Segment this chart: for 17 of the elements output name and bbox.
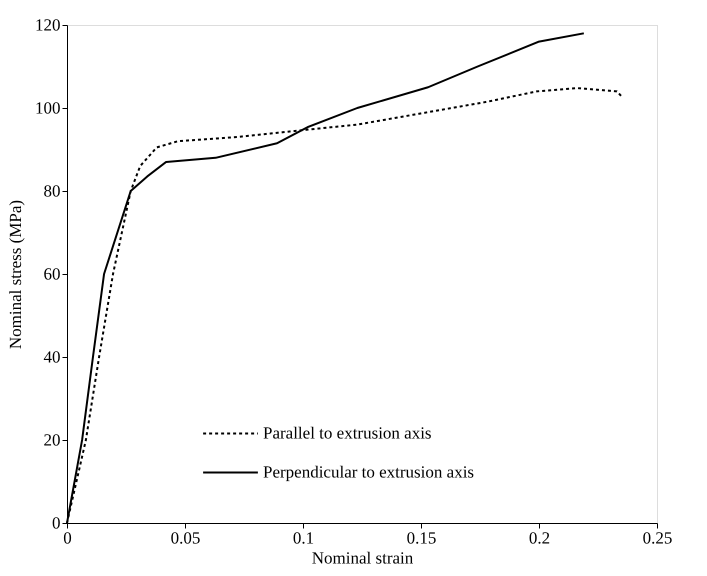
y-tick-label: 80 xyxy=(44,182,60,200)
x-tick-label: 0 xyxy=(63,528,72,548)
y-tick-label: 120 xyxy=(35,16,60,34)
legend-label: Perpendicular to extrusion axis xyxy=(263,462,474,482)
y-tick-label: 60 xyxy=(44,264,60,284)
x-axis-title: Nominal strain xyxy=(312,548,414,568)
x-tick-label: 0.25 xyxy=(642,528,672,548)
x-tick-label: 0.2 xyxy=(528,528,550,548)
y-axis-title: Nominal stress (MPa) xyxy=(6,200,25,350)
x-tick-label: 0.15 xyxy=(406,528,436,548)
legend-label: Parallel to extrusion axis xyxy=(263,424,432,442)
y-tick-label: 100 xyxy=(35,98,60,118)
y-tick-label: 0 xyxy=(52,514,60,532)
y-tick-label: 40 xyxy=(44,348,60,366)
x-tick-label: 0.1 xyxy=(292,528,314,548)
y-tick-label: 20 xyxy=(44,430,60,450)
x-tick-label: 0.05 xyxy=(170,528,200,548)
